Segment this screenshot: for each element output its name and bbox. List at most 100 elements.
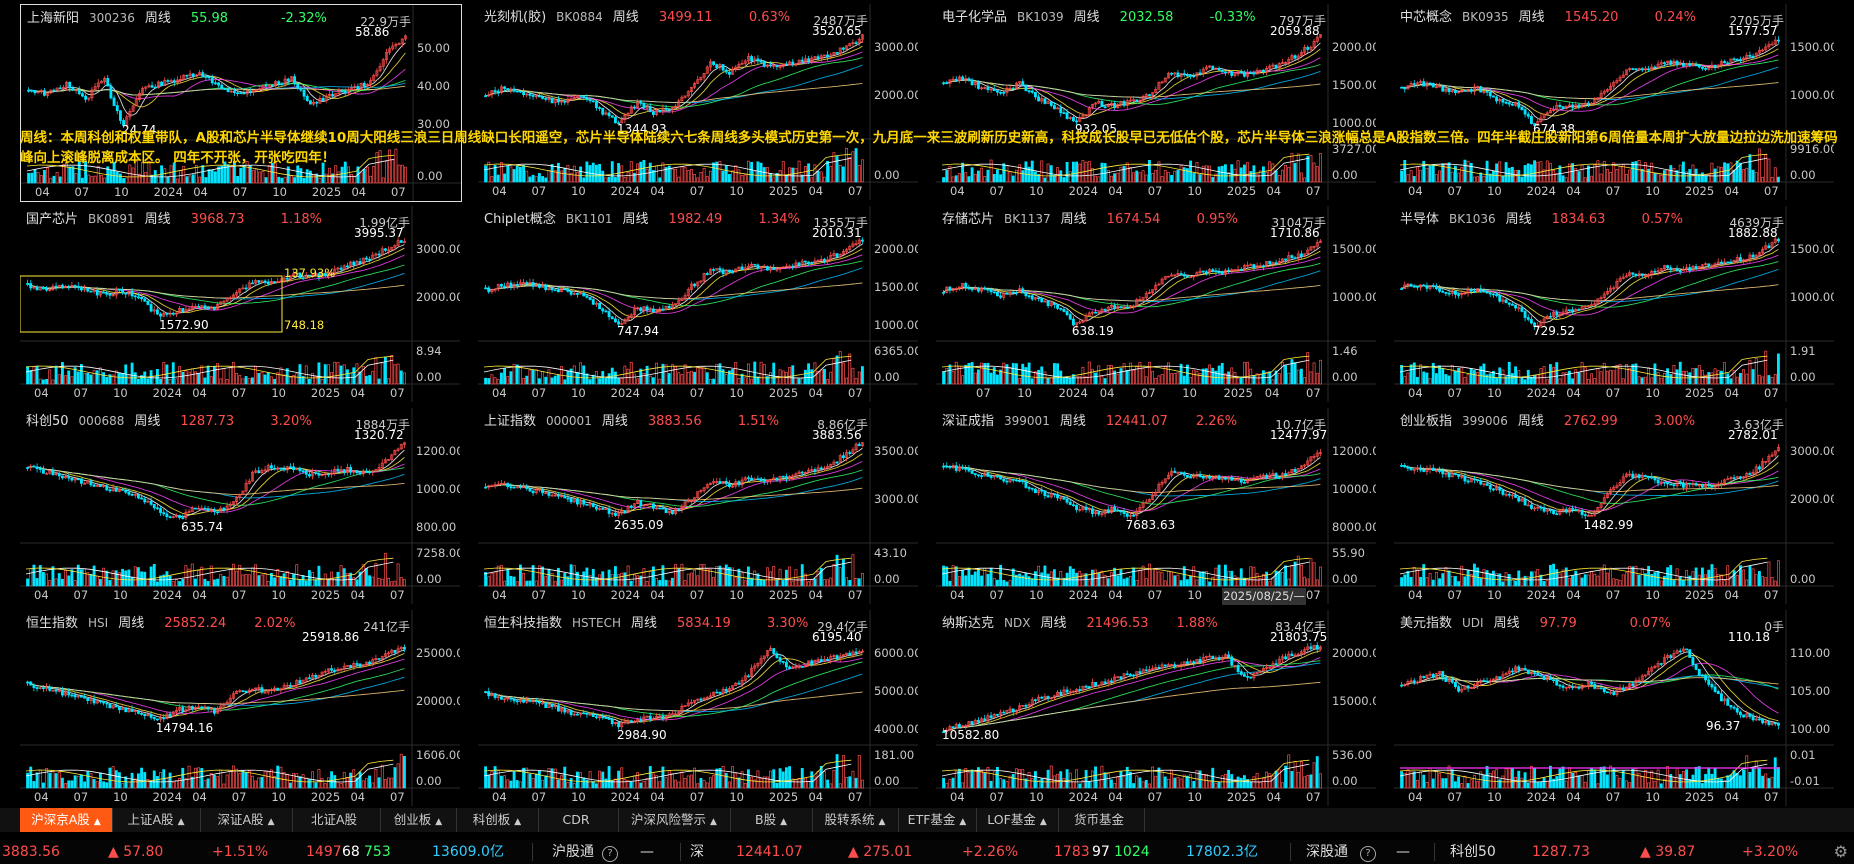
stock-name[interactable]: 电子化学品 [942,10,1008,25]
chart-panel[interactable]: 深证成指 399001 周线 12441.07 2.26% 10.7亿手 12477.97 7… [936,408,1376,604]
market-tab[interactable]: 沪深风险警示 ▲ [618,808,731,832]
kline-chart[interactable] [1394,610,1834,806]
hgt-label[interactable]: 沪股通 [552,844,594,860]
candlestick [970,79,974,86]
gear-icon[interactable]: ⚙ [1833,842,1848,861]
market-tab[interactable]: LOF基金 ▲ [976,808,1059,832]
kline-chart[interactable] [936,4,1376,200]
kline-chart[interactable] [936,408,1376,604]
market-tab[interactable]: CDR [538,808,619,832]
market-tab[interactable]: 创业板 ▲ [380,808,457,832]
market-tab[interactable]: B股 ▲ [730,808,813,832]
candlestick [1612,287,1616,290]
chart-panel[interactable]: 光刻机(胶) BK0884 周线 3499.11 0.63% 2487万手 3520.65 1… [478,4,918,200]
chart-cycle[interactable]: 周线 [144,212,171,227]
hgt-help-icon[interactable]: ? [602,840,618,864]
chart-panel[interactable]: 科创50 000688 周线 1287.73 3.20% 1884万手 1320.72 635… [20,408,460,604]
chart-panel[interactable]: 上证指数 000001 周线 3883.56 1.51% 8.86亿手 3883.56 263… [478,408,918,604]
chart-panel[interactable]: 恒生科技指数 HSTECH 周线 5834.19 3.30% 29.4亿手 6195.40 2… [478,610,918,806]
chart-panel[interactable]: 创业板指 399006 周线 2762.99 3.00% 3.63亿手 2782.01 148… [1394,408,1834,604]
volume-bar [1602,766,1606,789]
chart-cycle[interactable]: 周线 [1040,616,1067,631]
volume-bar [396,563,400,587]
volume-bar [670,168,674,183]
volume-bar [368,375,372,385]
chart-cycle[interactable]: 周线 [1505,212,1532,227]
chart-panel[interactable]: 电子化学品 BK1039 周线 2032.58 -0.33% 797万手 2059.88 93… [936,4,1376,200]
candlestick [957,76,961,81]
chart-cycle[interactable]: 周线 [601,414,628,429]
chart-panel[interactable]: 存储芯片 BK1137 周线 1674.54 0.95% 3104万手 1710.86 638… [936,206,1376,402]
sgt-label[interactable]: 深股通 [1306,844,1348,860]
chart-cycle[interactable]: 周线 [622,212,649,227]
kline-chart[interactable] [1394,4,1834,200]
chart-panel[interactable]: 美元指数 UDI 周线 97.79 0.07% 0手 110.18 96.37 110.00 10… [1394,610,1834,806]
stock-name[interactable]: 纳斯达克 [942,616,995,631]
chart-panel[interactable]: 恒生指数 HSI 周线 25852.24 2.02% 241亿手 25918.86 14794… [20,610,460,806]
chart-panel[interactable]: 上海新阳 300236 周线 55.98 -2.32% 22.9万手 58.86 24.74 5… [20,4,462,202]
stock-name[interactable]: 创业板指 [1400,414,1453,429]
chart-panel[interactable]: 国产芯片 BK0891 周线 3968.73 1.18% 1.99亿手 3995.37 157… [20,206,460,402]
market-tab[interactable]: 沪深京A股 ▲ [20,808,113,832]
kline-chart[interactable] [20,610,460,806]
kline-chart[interactable] [20,408,460,604]
stock-name[interactable]: 光刻机(胶) [484,10,547,25]
volume-bar [1113,783,1117,789]
candlestick [1567,508,1571,513]
stock-name[interactable]: 恒生科技指数 [484,616,563,631]
candlestick [1485,483,1489,486]
chart-cycle[interactable]: 周线 [630,616,657,631]
chart-cycle[interactable]: 周线 [612,10,639,25]
stock-name[interactable]: 科创50 [26,414,69,429]
candlestick [658,308,662,312]
chart-panel[interactable]: 纳斯达克 NDX 周线 21496.53 1.88% 83.4亿手 21803.75 1058… [936,610,1376,806]
market-tab[interactable]: 深证A股 ▲ [200,808,293,832]
stock-name[interactable]: Chiplet概念 [484,212,556,227]
kline-chart[interactable] [1394,206,1834,402]
kline-chart[interactable] [478,610,918,806]
kline-chart[interactable] [478,4,918,200]
chart-panel[interactable]: 半导体 BK1036 周线 1834.63 0.57% 4639万手 1882.88 729.… [1394,206,1834,402]
stock-name[interactable]: 存储芯片 [942,212,995,227]
chart-cycle[interactable]: 周线 [1517,414,1544,429]
kline-chart[interactable] [20,206,460,402]
stock-name[interactable]: 国产芯片 [26,212,79,227]
chart-cycle[interactable]: 周线 [1518,10,1545,25]
stock-name[interactable]: 深证成指 [942,414,995,429]
kline-chart[interactable] [21,5,461,201]
market-tab[interactable]: 上证A股 ▲ [112,808,201,832]
market-tab[interactable]: ETF基金 ▲ [898,808,977,832]
stock-name[interactable]: 半导体 [1400,212,1440,227]
chart-cycle[interactable]: 周线 [1493,616,1520,631]
market-tab[interactable]: 货币基金 [1058,808,1145,832]
kline-chart[interactable] [478,206,918,402]
kline-chart[interactable] [1394,408,1834,604]
chart-cycle[interactable]: 周线 [134,414,161,429]
market-tab[interactable]: 科创板 ▲ [456,808,539,832]
chart-cycle[interactable]: 周线 [1060,212,1087,227]
volume-bar [772,177,776,183]
market-tab[interactable]: 股转系统 ▲ [812,808,899,832]
volume-bar [141,161,145,184]
chart-cycle[interactable]: 周线 [1073,10,1100,25]
market-tab[interactable]: 北证A股 [292,808,381,832]
kline-chart[interactable] [478,408,918,604]
volume-bar [257,372,261,385]
candlestick [1185,74,1189,77]
chart-cycle[interactable]: 周线 [1059,414,1086,429]
stock-name[interactable]: 中芯概念 [1400,10,1453,25]
chart-cycle[interactable]: 周线 [144,11,171,26]
stock-name[interactable]: 上海新阳 [27,11,80,26]
candlestick [1558,510,1562,515]
stock-name[interactable]: 美元指数 [1400,616,1453,631]
kline-chart[interactable] [936,610,1376,806]
stock-name[interactable]: 上证指数 [484,414,537,429]
chart-panel[interactable]: Chiplet概念 BK1101 周线 1982.49 1.34% 1355万手 2010.… [478,206,918,402]
chart-panel[interactable]: 中芯概念 BK0935 周线 1545.20 0.24% 2705万手 1577.57 674… [1394,4,1834,200]
chart-cycle[interactable]: 周线 [118,616,145,631]
sgt-help-icon[interactable]: ? [1360,840,1376,864]
candlestick [1590,514,1594,517]
kline-chart[interactable] [936,206,1376,402]
stock-name[interactable]: 恒生指数 [26,616,79,631]
candlestick [127,291,131,295]
